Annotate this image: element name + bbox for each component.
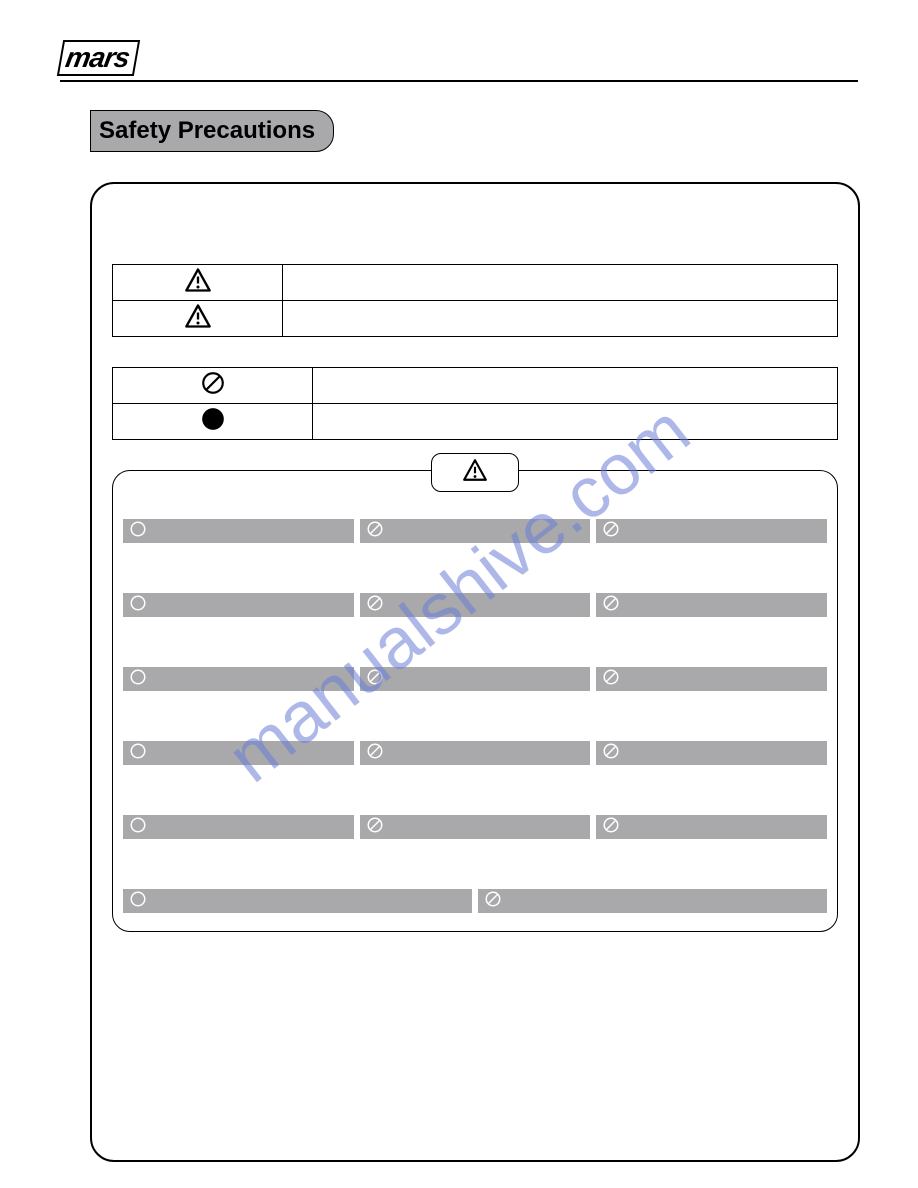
warning-cell-3-0 [123,741,354,765]
prohibit-circle-icon [366,742,384,765]
definition-table-1 [112,264,838,337]
warning-triangle-icon [184,316,212,333]
logo: mars [60,40,858,76]
info-circle-icon [129,890,147,913]
prohibit-circle-icon [602,816,620,839]
def2-row-0-icon-cell [113,368,313,404]
solid-circle-icon [200,406,226,432]
definition-table-2 [112,367,838,440]
prohibit-circle-icon [366,594,384,617]
info-circle-icon [129,594,147,617]
def2-row-0-text [313,368,838,404]
warning-cell-0-0 [123,519,354,543]
warning-cell-5-1 [478,889,827,913]
prohibit-circle-icon [484,890,502,913]
def1-row-0-text [283,265,838,301]
warning-cell-1-1 [360,593,591,617]
warning-cell-2-2 [596,667,827,691]
warning-rows [123,519,827,913]
warning-cell-4-2 [596,815,827,839]
warning-title [431,453,519,492]
warning-cell-2-0 [123,667,354,691]
warning-cell-5-0 [123,889,472,913]
main-panel [90,182,860,1162]
warning-row-3 [123,741,827,765]
info-circle-icon [129,816,147,839]
header-rule [60,80,858,82]
warning-triangle-icon [184,280,212,297]
def1-row-0-icon-cell [113,265,283,301]
warning-row-1 [123,593,827,617]
def2-row-0 [113,368,838,404]
def2-row-1-text [313,404,838,440]
warning-cell-0-2 [596,519,827,543]
info-circle-icon [129,742,147,765]
warning-cell-4-1 [360,815,591,839]
info-circle-icon [129,668,147,691]
def2-row-1-icon-cell [113,404,313,440]
prohibit-circle-icon [602,668,620,691]
warning-triangle-icon [462,458,488,487]
warning-row-4 [123,815,827,839]
warning-row-5 [123,889,827,913]
logo-text: mars [57,40,140,76]
prohibit-circle-icon [366,816,384,839]
prohibit-circle-icon [602,520,620,543]
warning-cell-3-2 [596,741,827,765]
prohibit-circle-icon [366,520,384,543]
prohibit-circle-icon [366,668,384,691]
warning-cell-3-1 [360,741,591,765]
def1-row-1-text [283,301,838,337]
def1-row-0 [113,265,838,301]
prohibit-circle-icon [602,594,620,617]
def2-row-1 [113,404,838,440]
warning-cell-0-1 [360,519,591,543]
warning-cell-2-1 [360,667,591,691]
def1-row-1 [113,301,838,337]
prohibit-circle-icon [200,370,226,396]
warning-cell-4-0 [123,815,354,839]
warning-cell-1-2 [596,593,827,617]
page: mars Safety Precautions [0,0,918,1188]
warning-row-2 [123,667,827,691]
warning-cell-1-0 [123,593,354,617]
warning-frame [112,470,838,932]
def1-row-1-icon-cell [113,301,283,337]
warning-row-0 [123,519,827,543]
prohibit-circle-icon [602,742,620,765]
section-heading: Safety Precautions [90,110,334,152]
info-circle-icon [129,520,147,543]
